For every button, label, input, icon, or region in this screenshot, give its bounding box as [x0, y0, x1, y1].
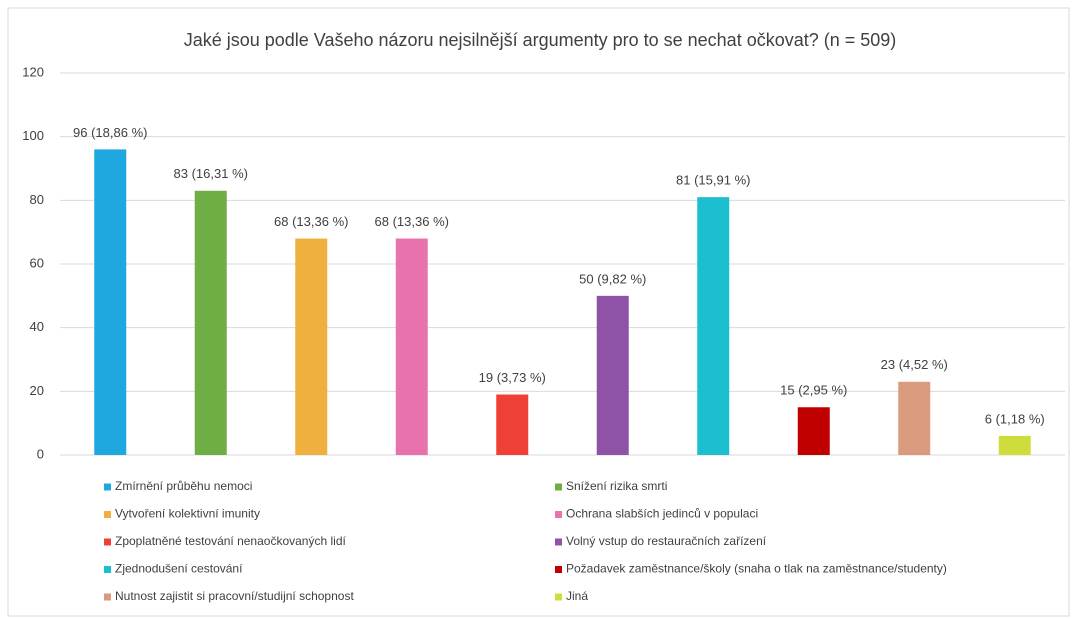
y-tick-label: 20	[30, 383, 44, 398]
chart-title: Jaké jsou podle Vašeho názoru nejsilnějš…	[184, 30, 897, 50]
data-label: 68 (13,36 %)	[274, 214, 348, 229]
legend-label: Zjednodušení cestování	[115, 562, 243, 576]
y-tick-label: 100	[22, 128, 44, 143]
bar	[295, 238, 328, 455]
bar	[797, 407, 830, 455]
data-label: 15 (2,95 %)	[780, 383, 847, 398]
legend-label: Volný vstup do restauračních zařízení	[566, 534, 767, 548]
legend-label: Požadavek zaměstnance/školy (snaha o tla…	[566, 562, 947, 576]
legend-label: Ochrana slabších jedinců v populaci	[566, 507, 758, 521]
bar	[194, 190, 227, 456]
chart-frame	[7, 7, 1070, 617]
data-label: 96 (18,86 %)	[73, 125, 147, 140]
bar	[898, 381, 931, 455]
legend-label: Zmírnění průběhu nemoci	[115, 479, 252, 493]
y-tick-label: 80	[30, 192, 44, 207]
legend-swatch	[104, 566, 111, 573]
bar	[998, 435, 1031, 455]
y-tick-label: 60	[30, 255, 44, 270]
legend-label: Jiná	[566, 589, 588, 603]
y-tick-label: 40	[30, 319, 44, 334]
bar	[596, 295, 629, 455]
legend-swatch	[555, 566, 562, 573]
legend-label: Snížení rizika smrti	[566, 479, 667, 493]
legend-swatch	[555, 511, 562, 518]
bar	[395, 238, 428, 455]
bar	[94, 149, 127, 455]
legend-swatch	[104, 483, 111, 491]
legend-swatch	[104, 511, 111, 518]
legend-swatch	[555, 593, 562, 601]
data-label: 83 (16,31 %)	[174, 166, 248, 181]
legend-label: Nutnost zajistit si pracovní/studijní sc…	[115, 589, 354, 603]
legend-swatch	[555, 538, 562, 546]
data-label: 50 (9,82 %)	[579, 271, 646, 286]
y-tick-label: 120	[22, 64, 44, 79]
y-tick-label: 0	[37, 446, 44, 461]
legend-swatch	[104, 538, 111, 546]
legend-swatch	[104, 593, 111, 601]
legend-label: Vytvoření kolektivní imunity	[115, 507, 260, 521]
bar	[697, 197, 730, 455]
legend-swatch	[555, 483, 562, 491]
data-label: 19 (3,73 %)	[479, 370, 546, 385]
data-label: 68 (13,36 %)	[375, 214, 449, 229]
data-label: 6 (1,18 %)	[985, 411, 1045, 426]
legend-label: Zpoplatněné testování nenaočkovaných lid…	[115, 534, 346, 548]
data-label: 81 (15,91 %)	[676, 173, 750, 188]
bar	[496, 394, 529, 455]
data-label: 23 (4,52 %)	[881, 357, 948, 372]
